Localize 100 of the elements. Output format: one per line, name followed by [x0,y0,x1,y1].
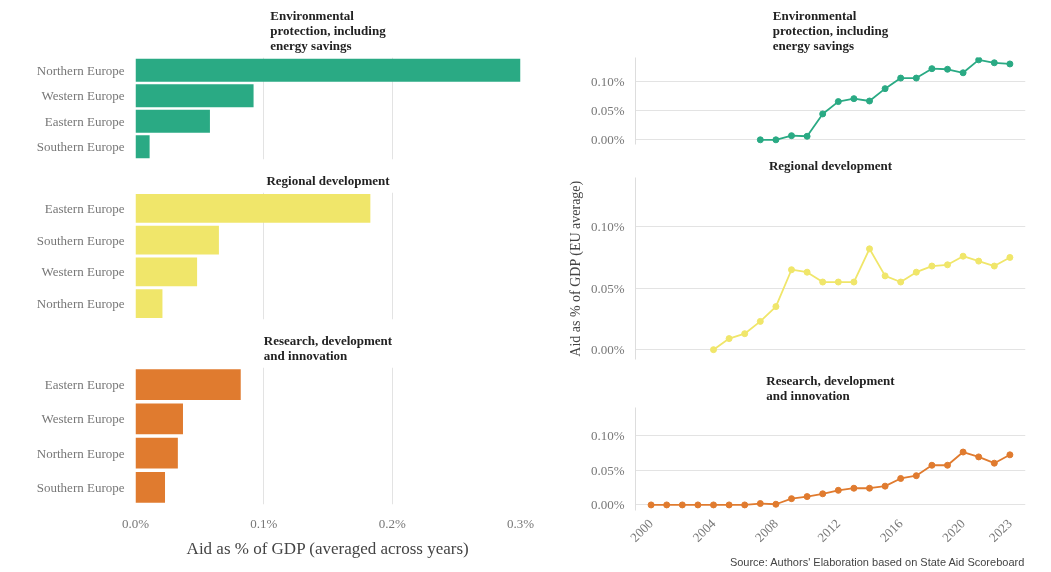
point [803,132,811,140]
point [975,57,983,64]
point [663,501,671,509]
point [756,136,764,144]
point [897,74,905,82]
y-tick-label: 0.05% [590,102,625,118]
y-tick-label: Southern Europe [36,232,125,248]
point [710,346,717,354]
point [819,490,827,498]
point [741,501,749,509]
point [975,453,983,461]
y-tick-label: Southern Europe [36,139,125,155]
y-axis-title: Aid as % of GDP (EU average) [567,180,584,357]
point [772,303,780,311]
y-tick-label: 0.10% [590,427,625,443]
y-tick-label: Northern Europe [36,62,125,78]
bar [135,225,219,255]
point [959,69,967,77]
point [678,501,686,509]
point [944,261,951,269]
point [647,501,655,509]
bar [135,109,210,133]
y-tick-label: 0.10% [590,219,625,235]
bar [135,437,178,469]
bar [135,289,163,318]
x-tick-label: 2020 [939,515,969,545]
point [834,486,842,494]
point [725,335,733,343]
point [741,330,749,338]
y-tick-label: Northern Europe [36,296,125,312]
point [897,474,905,482]
point [928,65,936,73]
y-tick-label: 0.00% [590,342,625,358]
point [912,74,920,82]
x-tick-label: 0.2% [378,515,406,531]
point [788,266,795,274]
x-tick-label: 0.0% [121,515,150,531]
y-tick-label: 0.05% [590,280,625,296]
y-tick-label: Western Europe [41,411,125,427]
point [897,278,905,286]
point [928,461,936,469]
chart-title: Research, development and innovation [766,372,896,403]
point [850,278,858,286]
bar [135,84,254,108]
x-tick-label: 2000 [627,515,657,545]
point [788,495,795,503]
y-tick-label: 0.00% [590,497,625,513]
y-tick-label: Northern Europe [36,445,125,461]
chart-title: Environmental protection, including energy savings [772,7,889,53]
point [1006,60,1014,68]
x-tick-label: 2023 [985,515,1015,545]
y-tick-label: Eastern Europe [44,200,125,216]
bar [135,257,198,287]
y-tick-label: 0.05% [590,462,625,478]
y-tick-label: 0.10% [590,73,625,89]
point [819,110,827,118]
source-note: Source: Authors' Elaboration based on State Aid Scoreboard [729,555,1025,568]
point [803,268,811,276]
point [912,268,920,276]
bar [135,369,241,401]
y-tick-label: 0.00% [590,132,625,148]
y-tick-label: Western Europe [41,264,125,280]
bar [135,194,371,223]
point [959,448,967,456]
point [944,461,951,469]
x-tick-label: 0.1% [250,515,278,531]
x-tick-label: 0.3% [506,515,535,531]
y-tick-label: Eastern Europe [44,113,125,129]
chart-title: Environmental protection, including energy savings [270,7,387,53]
point [928,262,936,270]
point [975,257,983,265]
point [834,278,842,286]
point [866,245,873,253]
point [866,484,873,492]
y-tick-label: Western Europe [41,88,125,104]
point [1006,451,1014,459]
y-tick-label: Southern Europe [36,479,125,495]
point [990,59,998,67]
point [756,317,764,325]
point [803,493,811,501]
point [756,500,764,508]
bar [135,403,183,435]
point [819,278,827,286]
point [881,85,889,93]
point [1006,253,1014,261]
point [725,501,733,509]
point [959,252,967,260]
point [710,501,717,509]
point [866,97,873,105]
x-axis-title: Aid as % of GDP (averaged across years) [186,538,469,558]
bar [135,471,166,503]
chart-title: Regional development [266,172,391,188]
point [694,501,702,509]
point [990,262,998,270]
bar [135,58,521,82]
chart-title: Research, development and innovation [263,332,393,363]
bar [135,135,150,159]
point [881,272,889,280]
point [788,132,795,140]
point [834,98,842,106]
